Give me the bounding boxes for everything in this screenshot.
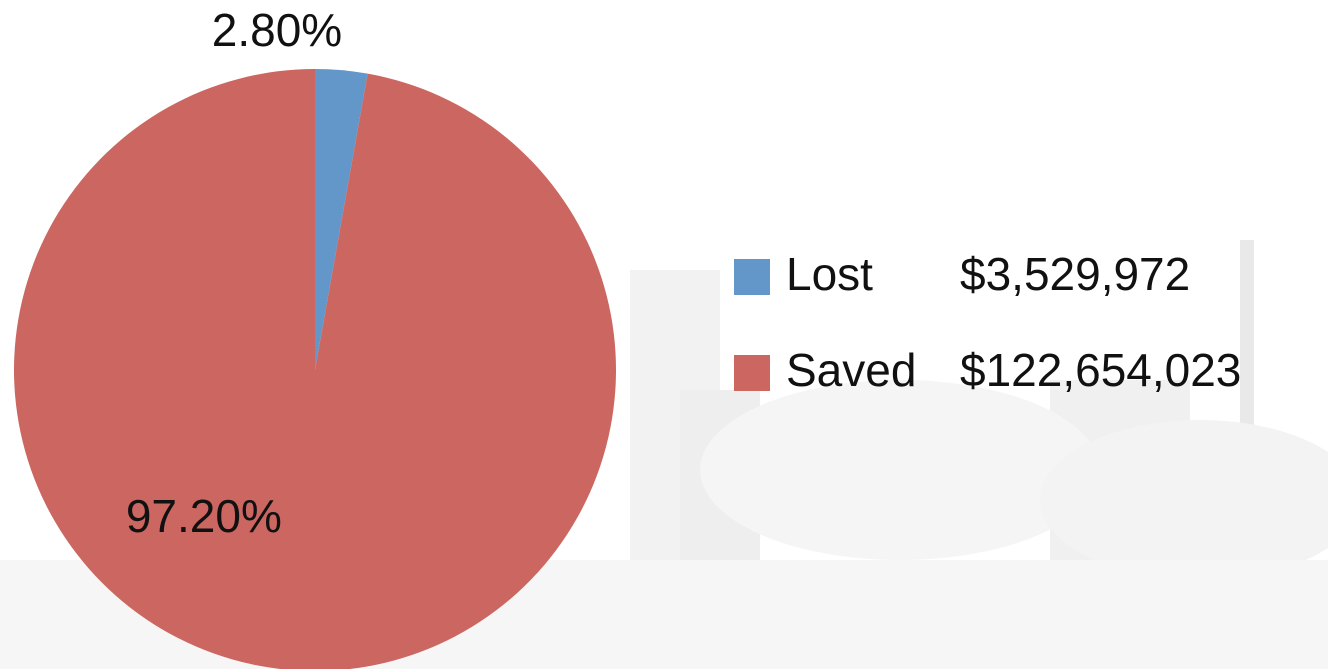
pie-slice <box>315 69 368 370</box>
legend-amount: $3,529,972 <box>960 248 1190 300</box>
data-label: 2.80% <box>212 4 342 56</box>
legend-label: Saved <box>786 344 916 396</box>
legend-swatch <box>734 259 770 295</box>
data-label: 97.20% <box>126 490 282 542</box>
pie-slice <box>14 69 616 669</box>
legend-label: Lost <box>786 248 873 300</box>
legend-swatch <box>734 355 770 391</box>
legend-amount: $122,654,023 <box>960 344 1241 396</box>
